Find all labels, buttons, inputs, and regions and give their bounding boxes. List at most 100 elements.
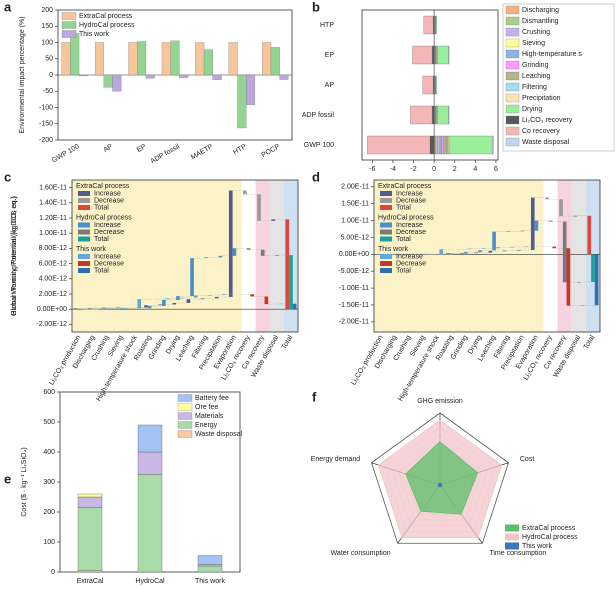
radar-area [405, 441, 479, 515]
bar [103, 74, 113, 88]
legend-swatch [380, 222, 392, 228]
x-tick-label: AP [102, 143, 114, 154]
waterfall-bar [123, 308, 127, 309]
legend-swatch [505, 542, 519, 550]
bar-segment [435, 135, 438, 155]
total-bar [292, 303, 297, 310]
bar-segment [367, 135, 431, 155]
bar [195, 42, 205, 76]
legend-swatch [78, 222, 90, 228]
legend-label: This work [522, 543, 552, 550]
radar-grid [371, 412, 509, 544]
bar [203, 49, 213, 76]
radar-area [437, 482, 443, 488]
y-tick-label: 0.00E+00 [37, 306, 67, 313]
waterfall-bar [576, 282, 581, 283]
legend-swatch [61, 21, 77, 29]
x-tick-label: -6 [369, 166, 375, 173]
legend-swatch [78, 268, 90, 273]
y-axis-label: Environmental impact percentage (%) [19, 16, 26, 133]
bar-segment [448, 45, 450, 65]
waterfall-bar [137, 299, 142, 309]
y-tick-label: AP [325, 82, 335, 89]
waterfall-bar [474, 252, 479, 254]
waterfall-bar [264, 296, 269, 305]
legend-label: Filtering [522, 84, 547, 91]
bar [212, 74, 222, 81]
legend-label: Increase [94, 222, 121, 229]
y-tick-label: 150 [41, 23, 53, 30]
y-tick-label: 1.50E-11 [341, 200, 369, 207]
legend-swatch [505, 27, 520, 37]
stage-band [72, 180, 242, 332]
legend-swatch [177, 403, 193, 411]
y-tick-label: HTP [320, 22, 334, 29]
legend-frame [502, 3, 615, 152]
bar-segment [438, 135, 442, 155]
waterfall-bar [559, 199, 563, 217]
bar-segment [429, 135, 435, 155]
waterfall-bar [208, 294, 212, 296]
bar-segment [77, 496, 103, 508]
x-tick-label: -4 [390, 166, 396, 173]
y-tick-label: -150 [39, 121, 53, 128]
y-tick-label: 8.00E-12 [39, 245, 68, 252]
bar-segment [441, 135, 445, 155]
x-tick-label: 4 [473, 166, 477, 173]
waterfall-bar [232, 248, 237, 256]
y-tick-label: 5.00E-12 [341, 234, 370, 241]
legend-swatch [505, 104, 520, 114]
y-axis-label: Cost ($ · kg⁻¹ Li₄SiO₄) [21, 447, 28, 516]
plot-frame [71, 179, 299, 333]
bar-segment [410, 105, 433, 125]
legend-swatch [177, 412, 193, 420]
legend-swatch [505, 93, 520, 103]
bar [78, 74, 88, 77]
x-tick-label: ADP fossil [150, 143, 182, 165]
panel-label: f [312, 389, 317, 404]
bar [262, 42, 272, 76]
waterfall-bar [218, 255, 223, 258]
legend-label: Increase [396, 222, 423, 229]
panel-label: e [4, 471, 11, 486]
bar [246, 74, 256, 106]
legend-label: Energy [195, 422, 218, 429]
legend-label: Decrease [94, 229, 124, 236]
y-tick-label: -5.00E-12 [338, 268, 369, 275]
bar-segment [437, 105, 449, 125]
x-tick-label: 2 [453, 166, 457, 173]
bar-segment [137, 474, 163, 573]
y-tick-label: -2.00E-12 [36, 321, 67, 328]
y-tick-label: 0 [51, 569, 55, 576]
legend-swatch [177, 421, 193, 429]
bar [179, 74, 189, 78]
waterfall-bar [492, 231, 496, 251]
legend-label: Total [396, 204, 411, 211]
y-tick-label: -50 [43, 88, 53, 95]
x-tick-label: HTP [232, 143, 248, 156]
y-tick-label: 500 [43, 419, 55, 426]
bar-segment [422, 75, 434, 95]
legend-swatch [177, 430, 193, 438]
waterfall-bar [186, 299, 191, 303]
legend-label: Total [94, 236, 109, 243]
y-tick-label: 0 [49, 72, 53, 79]
y-axis-label: Human Toxicity Potential (kg DCB eq.) [11, 197, 18, 316]
waterfall-bar [463, 251, 468, 254]
y-tick-label: 1.40E-11 [39, 200, 67, 207]
waterfall-bar [250, 294, 255, 297]
legend-group-title: ExtraCal process [378, 183, 432, 190]
bar-segment [197, 565, 223, 573]
bar-segment [432, 15, 435, 35]
total-bar [289, 255, 293, 310]
legend-swatch [505, 5, 520, 15]
x-tick-label: ExtraCal [77, 578, 104, 585]
legend-label: ExtraCal process [522, 525, 576, 532]
x-tick-label: 6 [494, 166, 498, 173]
legend-label: Increase [94, 253, 121, 260]
bar-segment [77, 493, 103, 498]
waterfall-bar [516, 249, 521, 251]
legend-swatch [78, 198, 90, 203]
legend-label: Drying [522, 106, 542, 113]
